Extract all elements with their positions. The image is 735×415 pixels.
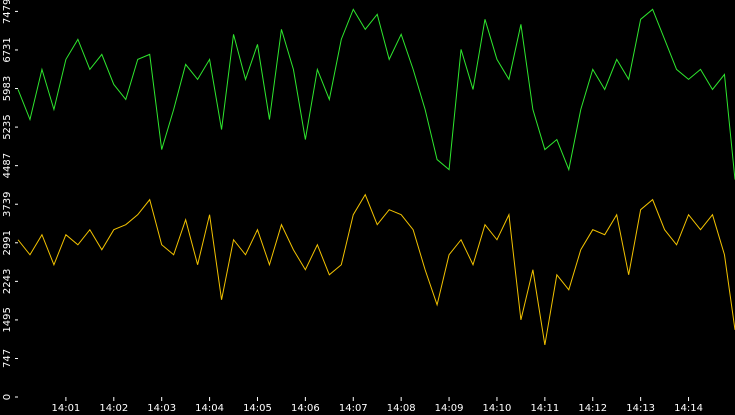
series-line bbox=[17, 193, 735, 346]
y-tick-label: 5983 bbox=[2, 76, 13, 101]
x-tick-label: 14:06 bbox=[291, 403, 320, 414]
y-tick-label: 4487 bbox=[2, 153, 13, 178]
y-tick-label: 0 bbox=[2, 394, 13, 400]
x-tick-label: 14:13 bbox=[626, 403, 655, 414]
x-tick-label: 14:12 bbox=[578, 403, 607, 414]
x-tick-label: 14:05 bbox=[243, 403, 272, 414]
y-tick-label: 2991 bbox=[2, 230, 13, 255]
x-tick-label: 14:04 bbox=[195, 403, 224, 414]
x-tick-label: 14:14 bbox=[674, 403, 703, 414]
series-line bbox=[17, 8, 735, 180]
y-tick-label: 6731 bbox=[2, 37, 13, 62]
x-tick-label: 14:11 bbox=[530, 403, 559, 414]
y-tick-label: 5235 bbox=[2, 114, 13, 139]
y-tick-label: 7479 bbox=[2, 0, 13, 24]
x-tick-label: 14:07 bbox=[339, 403, 368, 414]
x-tick-label: 14:01 bbox=[51, 403, 80, 414]
y-tick-label: 3739 bbox=[2, 191, 13, 216]
x-tick-label: 14:03 bbox=[147, 403, 176, 414]
x-tick-label: 14:02 bbox=[99, 403, 128, 414]
x-tick-label: 14:10 bbox=[483, 403, 512, 414]
x-tick-label: 14:08 bbox=[387, 403, 416, 414]
y-tick-label: 747 bbox=[2, 349, 13, 368]
x-tick-label: 14:09 bbox=[435, 403, 464, 414]
y-tick-label: 2243 bbox=[2, 269, 13, 294]
y-tick-label: 1495 bbox=[2, 307, 13, 332]
